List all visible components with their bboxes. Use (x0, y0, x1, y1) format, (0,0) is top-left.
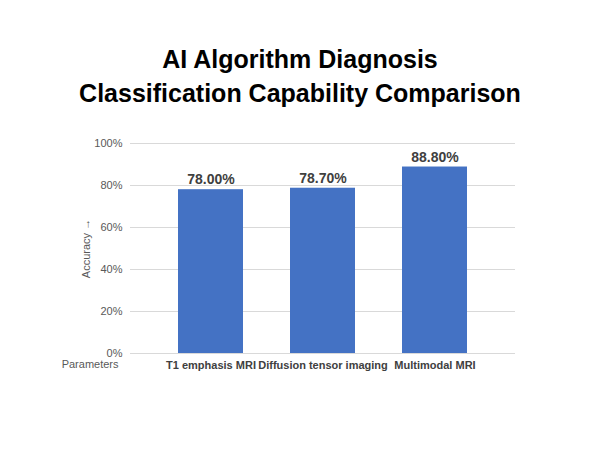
svg-text:Multimodal MRI: Multimodal MRI (394, 359, 475, 371)
html-text:Classification Capability Comp: Classification Capability Comparison (79, 79, 521, 107)
svg-text:Diffusion tensor imaging: Diffusion tensor imaging (258, 359, 388, 371)
svg-text:Parameters: Parameters (62, 358, 119, 370)
svg-text:20%: 20% (100, 305, 122, 317)
svg-text:88.80%: 88.80% (411, 149, 459, 165)
svg-text:78.00%: 78.00% (187, 171, 235, 187)
svg-text:100%: 100% (94, 137, 122, 149)
html-text:AI Algorithm Diagnosis: AI Algorithm Diagnosis (162, 45, 438, 73)
svg-text:78.70%: 78.70% (299, 170, 347, 186)
svg-text:Accuracy →: Accuracy → (80, 219, 92, 278)
svg-text:60%: 60% (100, 221, 122, 233)
svg-text:80%: 80% (100, 179, 122, 191)
svg-text:40%: 40% (100, 263, 122, 275)
svg-text:0%: 0% (106, 347, 123, 359)
svg-text:T1 emphasis MRI: T1 emphasis MRI (166, 359, 256, 371)
